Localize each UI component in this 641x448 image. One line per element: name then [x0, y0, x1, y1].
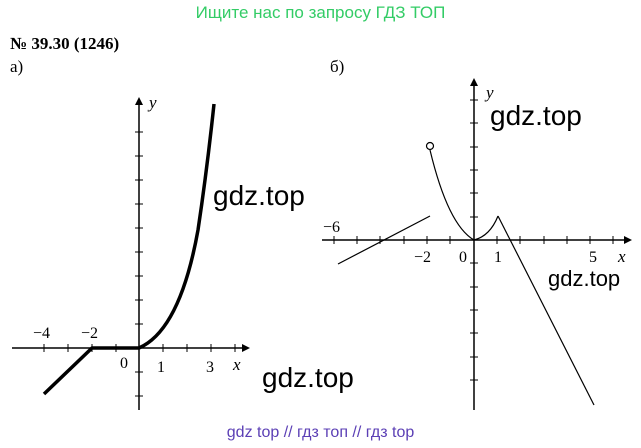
- graph-a-x-arrow: [242, 344, 250, 352]
- part-a-label: а): [10, 57, 24, 76]
- watermark-text: gdz.top: [490, 100, 582, 131]
- banner-text: Ищите нас по запросу ГДЗ ТОП: [195, 3, 446, 22]
- graph-b-right-line: [497, 215, 595, 406]
- watermark-text: gdz.top: [548, 266, 621, 291]
- graph-b-x-label: x: [617, 247, 626, 266]
- graph-a-y-arrow: [135, 97, 143, 105]
- graph-b-y-arrow: [470, 78, 478, 86]
- graph-a-y-ticks: [135, 131, 143, 397]
- graph-a-tick-1: 1: [157, 359, 165, 376]
- task-number: № 39.30 (1246): [10, 34, 120, 53]
- graph-a-tick-3: 3: [206, 359, 214, 376]
- graph-b-tick-neg6: −6: [323, 219, 340, 236]
- graph-a-y-label: y: [147, 93, 157, 112]
- graph-b-y-label: y: [484, 83, 494, 102]
- part-b-label: б): [330, 57, 345, 76]
- graph-b-tick-1: 1: [494, 249, 502, 266]
- graph-a-curve: [42, 103, 216, 396]
- graph-b-tick-5: 5: [589, 249, 597, 266]
- graph-a-tick-neg4: −4: [33, 325, 50, 342]
- graph-b-parabola-right: [473, 215, 499, 241]
- footer-text: gdz top // гдз топ // гдз top: [226, 424, 415, 441]
- graph-b-x-arrow: [624, 236, 632, 244]
- graph-a-tick-neg2: −2: [81, 325, 98, 342]
- graph-a-tick-0: 0: [120, 355, 128, 372]
- graph-b-tick-0: 0: [459, 249, 467, 266]
- watermark-text: gdz.top: [213, 180, 305, 211]
- graph-b-left-line: [337, 215, 431, 265]
- graph-b-tick-neg2: −2: [414, 249, 431, 266]
- graph-b-y-ticks: [470, 99, 478, 381]
- graph-b-parabola-left: [429, 149, 475, 241]
- watermark-text: gdz.top: [262, 362, 354, 393]
- graph-b-x-ticks: [333, 236, 614, 244]
- graph-b-open-point: [425, 141, 435, 151]
- graph-a-x-label: x: [232, 355, 241, 374]
